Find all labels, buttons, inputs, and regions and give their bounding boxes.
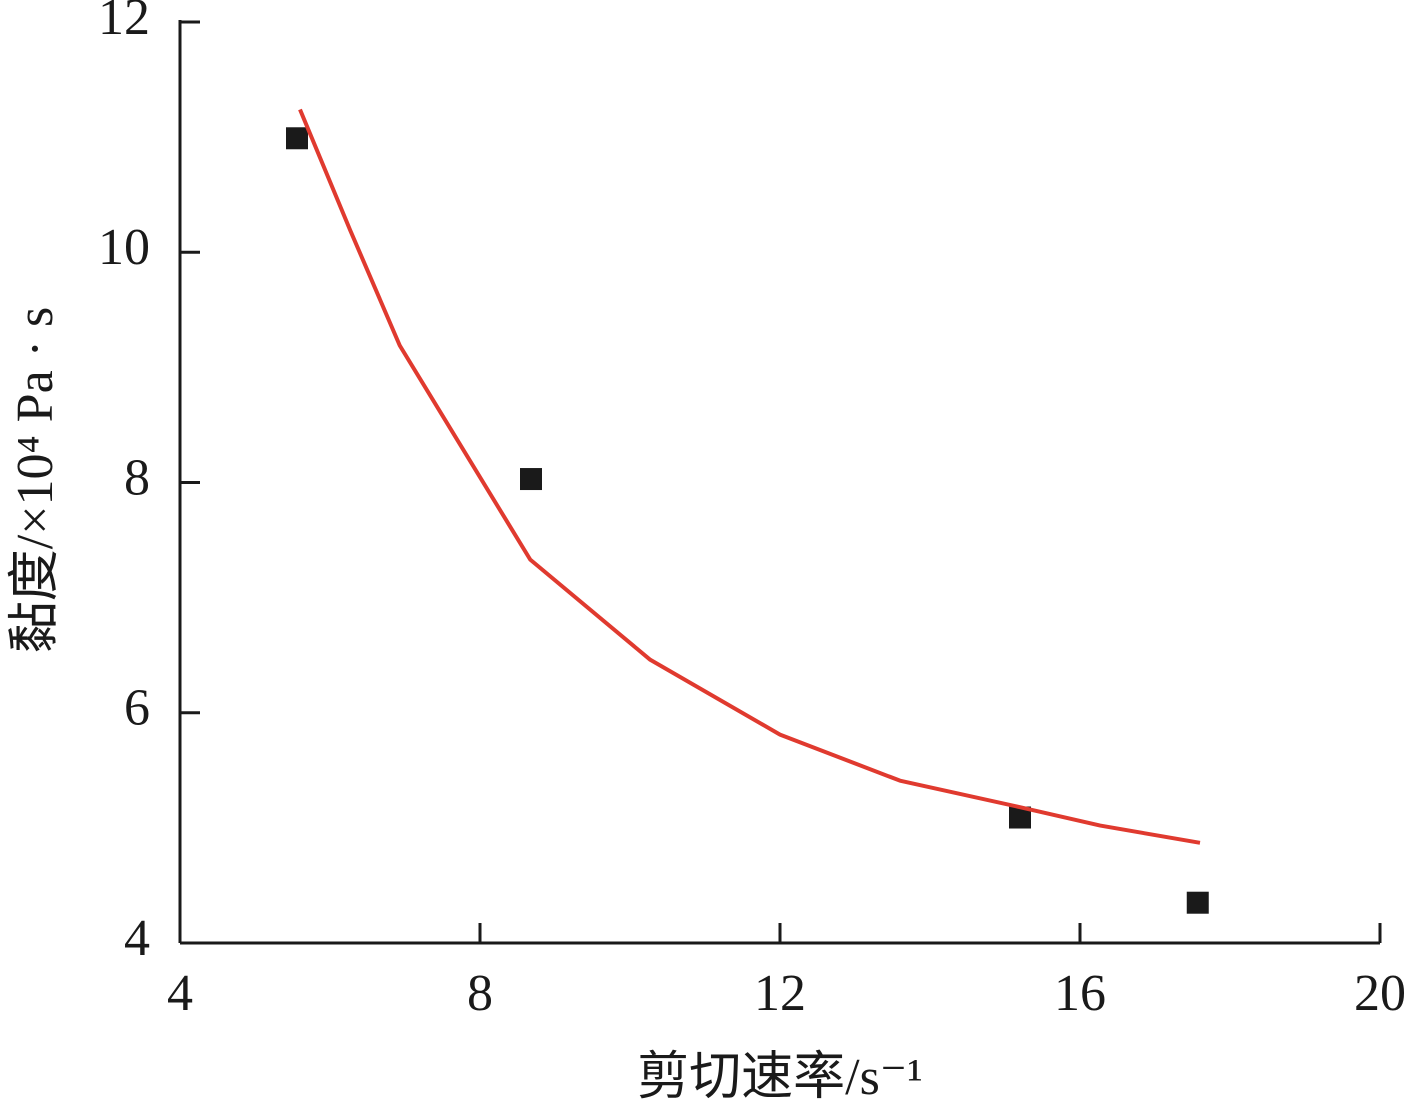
y-tick-label: 4: [124, 910, 150, 967]
y-tick-label: 6: [124, 680, 150, 737]
data-point: [1186, 891, 1209, 914]
y-tick-label: 12: [98, 0, 150, 46]
x-axis-label: 剪切速率/s⁻¹: [637, 1049, 923, 1106]
data-point: [520, 468, 542, 491]
fit-curve: [298, 108, 1201, 845]
y-tick-label: 8: [124, 449, 150, 506]
data-point: [286, 127, 308, 150]
x-tick-label: 20: [1354, 965, 1406, 1022]
x-tick-label: 12: [754, 965, 806, 1022]
y-tick-label: 10: [98, 219, 150, 276]
y-axis-label: 黏度/×10⁴ Pa · s: [7, 307, 64, 653]
x-tick-label: 8: [467, 965, 493, 1022]
data-point: [1009, 806, 1031, 829]
x-tick-label: 4: [167, 965, 193, 1022]
x-tick-label: 16: [1054, 965, 1106, 1022]
